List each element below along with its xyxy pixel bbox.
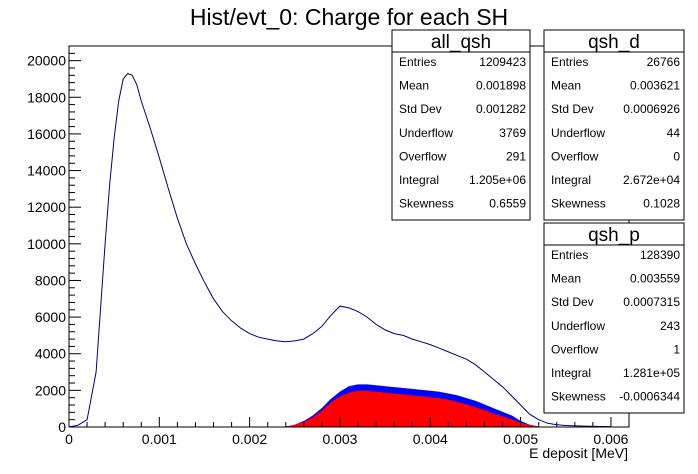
stat-box-title: all_qsh <box>431 32 491 53</box>
stat-value: 0.6559 <box>489 197 526 211</box>
stat-value: 0.001898 <box>476 79 526 93</box>
stat-label: Skewness <box>551 390 606 404</box>
x-tick-label: 0.001 <box>142 431 177 447</box>
x-tick-label: 0.005 <box>503 431 538 447</box>
stat-label: Mean <box>551 79 581 93</box>
stat-value: 1.205e+06 <box>469 173 526 187</box>
series-qsh_d-area <box>285 390 539 428</box>
x-tick-label: 0.004 <box>413 431 448 447</box>
y-tick-label: 4000 <box>35 346 66 362</box>
stat-label: Integral <box>399 173 439 187</box>
stat-label: Underflow <box>551 319 605 333</box>
y-axis: 0 2000 4000 6000 8000 10000 12000 14000 16000 180… <box>27 45 81 435</box>
stat-boxes: all_qsh Entries 1209423 Mean 0.001898 Std Dev… <box>391 29 685 414</box>
chart-title: Hist/evt_0: Charge for each SH <box>190 4 508 30</box>
y-tick-label: 20000 <box>27 53 66 69</box>
x-tick-label: 0.006 <box>593 431 628 447</box>
stat-value: 0.003621 <box>630 79 680 93</box>
stat-value: 128390 <box>640 248 680 262</box>
series-all_qsh-line <box>68 72 611 428</box>
stat-value: 44 <box>667 126 681 140</box>
y-tick-label: 2000 <box>35 382 66 398</box>
stat-box-all_qsh: all_qsh Entries 1209423 Mean 0.001898 Std Dev… <box>391 29 531 221</box>
y-tick-label: 18000 <box>27 89 66 105</box>
series-layer <box>68 72 611 428</box>
x-tick-label: 0.002 <box>232 431 267 447</box>
y-tick-label: 14000 <box>27 163 66 179</box>
stat-value: 291 <box>506 149 526 163</box>
y-tick-label: 16000 <box>27 126 66 142</box>
stat-label: Integral <box>551 366 591 380</box>
stat-value: 0.0007315 <box>623 295 680 309</box>
stat-label: Underflow <box>551 126 605 140</box>
stat-label: Entries <box>551 55 588 69</box>
stat-box-frame <box>543 222 685 414</box>
y-tick-label: 0 <box>58 419 66 435</box>
stat-value: 2.672e+04 <box>623 173 680 187</box>
stat-value: 0.1028 <box>643 197 680 211</box>
y-tick-label: 6000 <box>35 309 66 325</box>
stat-value: 0.0006926 <box>623 102 680 116</box>
x-axis-title: E deposit [MeV] <box>529 445 628 461</box>
stat-label: Mean <box>399 79 429 93</box>
stat-label: Integral <box>551 173 591 187</box>
stat-label: Mean <box>551 272 581 286</box>
y-tick-label: 8000 <box>35 272 66 288</box>
stat-value: 26766 <box>647 55 681 69</box>
stat-label: Skewness <box>399 197 454 211</box>
stat-label: Std Dev <box>551 295 594 309</box>
plot-area: 0 0.001 0.002 0.003 0.004 0.005 0.006 0 2000 400… <box>27 45 630 447</box>
stat-label: Std Dev <box>399 102 442 116</box>
stat-label: Std Dev <box>551 102 594 116</box>
stat-label: Overflow <box>399 149 447 163</box>
stat-box-frame <box>391 29 531 221</box>
x-axis: 0 0.001 0.002 0.003 0.004 0.005 0.006 <box>65 417 630 447</box>
stat-value: 1209423 <box>479 55 526 69</box>
y-tick-label: 10000 <box>27 236 66 252</box>
stat-label: Entries <box>399 55 436 69</box>
x-tick-label: 0.003 <box>322 431 357 447</box>
stat-box-title: qsh_d <box>588 32 640 53</box>
stat-value: 0 <box>673 149 680 163</box>
stat-value: 1 <box>673 342 680 356</box>
x-tick-label: 0 <box>65 431 73 447</box>
stat-value: 1.281e+05 <box>623 366 680 380</box>
stat-box-title: qsh_p <box>588 225 640 246</box>
stat-value: 0.001282 <box>476 102 526 116</box>
stat-label: Entries <box>551 248 588 262</box>
stat-label: Overflow <box>551 342 599 356</box>
stat-value: 243 <box>660 319 680 333</box>
y-tick-label: 12000 <box>27 199 66 215</box>
stat-label: Skewness <box>551 197 606 211</box>
stat-value: -0.0006344 <box>619 390 680 404</box>
stat-label: Overflow <box>551 149 599 163</box>
stat-box-frame <box>543 29 685 221</box>
stat-value: 3769 <box>499 126 526 140</box>
stat-value: 0.003559 <box>630 272 680 286</box>
stat-label: Underflow <box>399 126 453 140</box>
